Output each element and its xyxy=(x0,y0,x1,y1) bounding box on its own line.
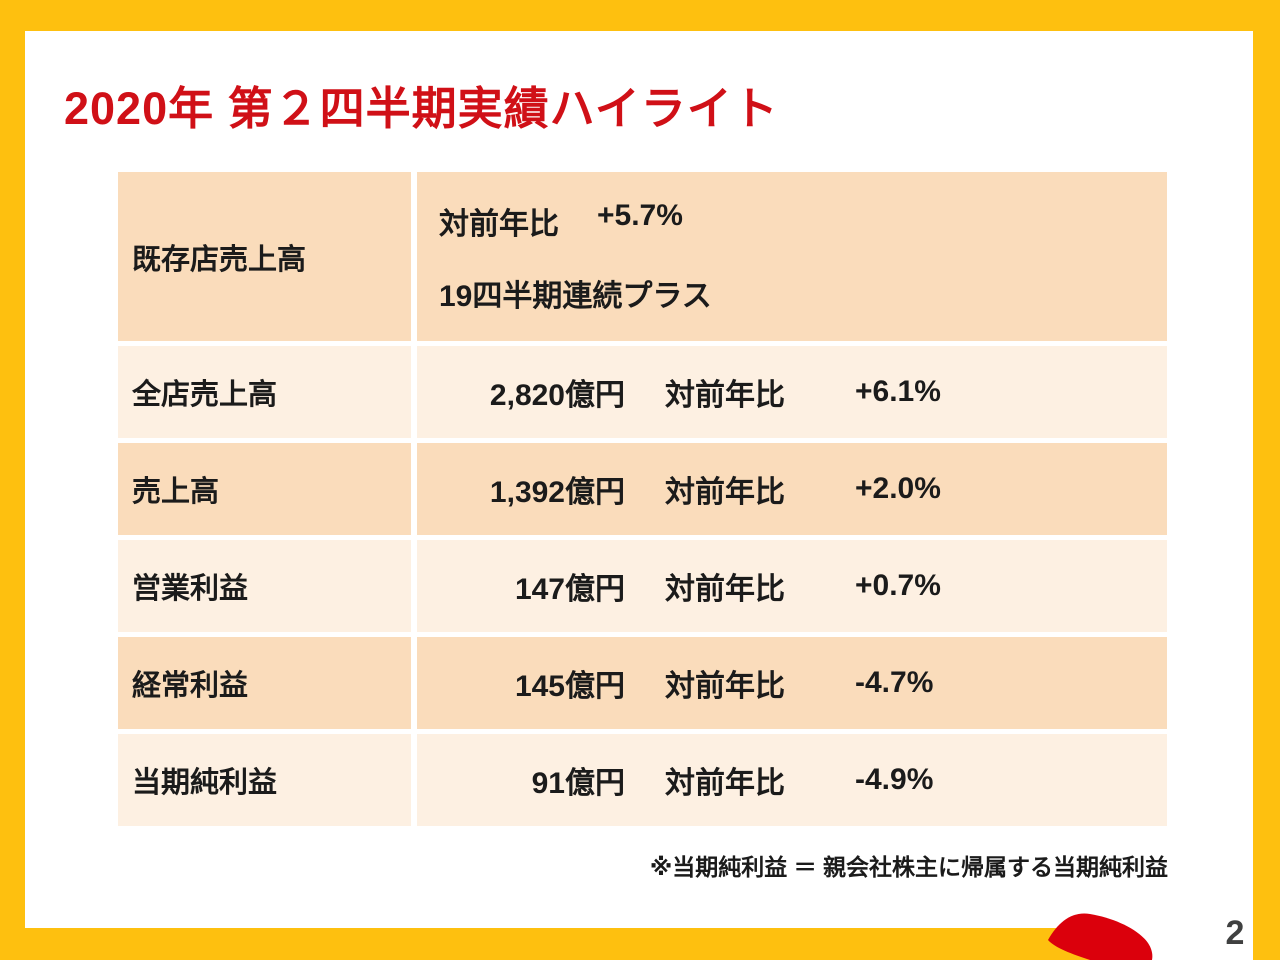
row-label: 売上高 xyxy=(118,443,411,535)
vs-prior-year-label: 対前年比 xyxy=(665,573,785,606)
table-row-revenue: 売上高 1,392億円 対前年比 +2.0% xyxy=(118,443,1167,535)
row-value-cell: 147億円 対前年比 +0.7% xyxy=(417,540,1167,632)
amount-value: 2,820億円 xyxy=(489,379,625,412)
vs-prior-year-label: 対前年比 xyxy=(665,379,785,412)
page-number: 2 xyxy=(1225,914,1245,952)
vs-prior-year-label: 対前年比 xyxy=(665,767,785,800)
row-value-cell: 2,820億円 対前年比 +6.1% xyxy=(417,346,1167,438)
row-label: 経常利益 xyxy=(118,637,411,729)
streak-line: 19四半期連続プラス xyxy=(439,279,712,313)
vs-prior-year-label: 対前年比 xyxy=(665,670,785,703)
change-value: +6.1% xyxy=(855,375,941,408)
yoy-line: 対前年比 +5.7% xyxy=(439,199,683,243)
row-label: 当期純利益 xyxy=(118,734,411,826)
change-value: +0.7% xyxy=(855,569,941,602)
amount-value: 91億円 xyxy=(531,767,625,800)
change-value: -4.9% xyxy=(855,763,934,796)
slide-title: 2020年 第２四半期実績ハイライト xyxy=(64,83,779,134)
change-value: -4.7% xyxy=(855,666,934,699)
footnote: ※当期純利益 ＝ 親会社株主に帰属する当期純利益 xyxy=(649,854,1168,880)
amount-value: 147億円 xyxy=(514,573,625,606)
table-row-existing-store-sales: 既存店売上高 対前年比 +5.7% 19四半期連続プラス xyxy=(118,172,1167,341)
amount-value: 1,392億円 xyxy=(489,476,625,509)
change-value: +5.7% xyxy=(597,198,683,232)
table-row-operating-income: 営業利益 147億円 対前年比 +0.7% xyxy=(118,540,1167,632)
row-label: 既存店売上高 xyxy=(118,172,411,341)
row-value-cell: 1,392億円 対前年比 +2.0% xyxy=(417,443,1167,535)
results-table: 既存店売上高 対前年比 +5.7% 19四半期連続プラス 全店売上高 2,820… xyxy=(118,172,1167,826)
red-wave-decoration xyxy=(1048,913,1153,960)
row-value-cell: 145億円 対前年比 -4.7% xyxy=(417,637,1167,729)
vs-prior-year-label: 対前年比 xyxy=(665,476,785,509)
row-label: 全店売上高 xyxy=(118,346,411,438)
table-row-net-income: 当期純利益 91億円 対前年比 -4.9% xyxy=(118,734,1167,826)
row-value-cell: 91億円 対前年比 -4.9% xyxy=(417,734,1167,826)
row-value-cell: 対前年比 +5.7% 19四半期連続プラス xyxy=(417,172,1167,341)
table-row-systemwide-sales: 全店売上高 2,820億円 対前年比 +6.1% xyxy=(118,346,1167,438)
row-label: 営業利益 xyxy=(118,540,411,632)
table-row-ordinary-income: 経常利益 145億円 対前年比 -4.7% xyxy=(118,637,1167,729)
amount-value: 145億円 xyxy=(514,670,625,703)
vs-prior-year-label: 対前年比 xyxy=(439,207,559,241)
change-value: +2.0% xyxy=(855,472,941,505)
